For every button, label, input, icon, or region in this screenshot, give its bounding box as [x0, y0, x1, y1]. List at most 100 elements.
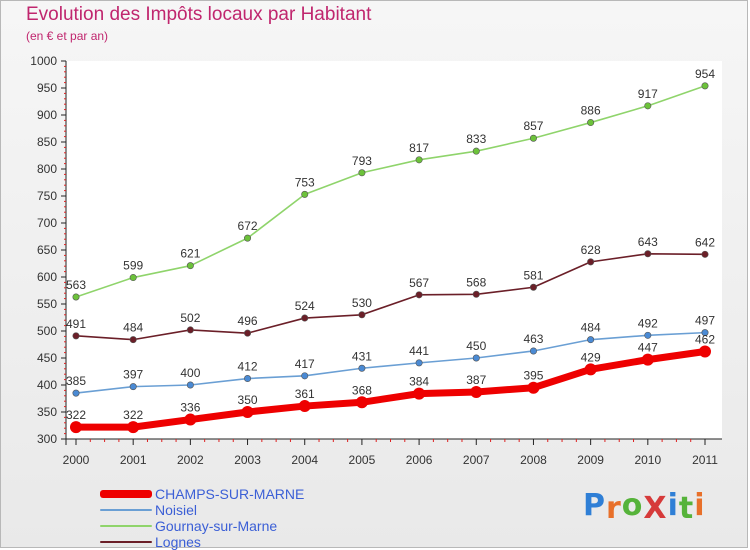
x-tick-label: 2007: [463, 453, 490, 467]
data-point: [472, 147, 480, 155]
logo-letter: i: [667, 488, 679, 523]
data-label: 484: [123, 321, 143, 335]
logo-letter: r: [606, 491, 622, 526]
data-label: 599: [123, 259, 143, 273]
y-tick-label: 600: [37, 270, 57, 284]
series-line: [75, 252, 706, 341]
data-point: [472, 290, 480, 298]
logo-letter: i: [694, 488, 706, 523]
data-point: [241, 406, 254, 418]
data-point: [355, 396, 368, 409]
data-label: 431: [352, 349, 372, 363]
data-point: [415, 291, 423, 299]
data-point: [301, 190, 309, 198]
legend-item: Gournay-sur-Marne: [100, 518, 304, 534]
data-label: 400: [180, 366, 200, 380]
data-label: 502: [180, 311, 200, 325]
data-label: 886: [581, 104, 601, 118]
data-point: [587, 258, 595, 266]
data-point: [184, 413, 197, 426]
data-point: [72, 389, 80, 397]
chart-title: Evolution des Impôts locaux par Habitant: [26, 4, 372, 25]
data-point: [701, 250, 709, 258]
data-label: 496: [238, 314, 258, 328]
data-label: 385: [66, 374, 86, 388]
legend-swatch: [100, 525, 152, 527]
data-label: 530: [352, 296, 372, 310]
data-point: [358, 311, 366, 319]
x-tick-label: 2002: [177, 453, 204, 467]
logo-letter: X: [643, 491, 668, 526]
legend-swatch: [100, 541, 152, 543]
data-label: 492: [638, 316, 658, 330]
series-line: [75, 331, 706, 394]
data-label: 350: [238, 393, 258, 407]
legend: CHAMPS-SUR-MARNE Noisiel Gournay-sur-Marne…: [100, 486, 304, 550]
legend-swatch: [100, 490, 152, 498]
data-label: 753: [295, 175, 315, 189]
data-point: [644, 331, 652, 339]
legend-item: Noisiel: [100, 502, 304, 518]
y-tick-label: 350: [37, 405, 57, 419]
data-point: [129, 336, 137, 344]
data-point: [529, 347, 537, 355]
data-label: 628: [581, 243, 601, 257]
y-tick-label: 800: [37, 162, 57, 176]
data-point: [701, 82, 709, 90]
series-line: [72, 348, 709, 431]
data-point: [298, 400, 311, 413]
data-label: 621: [180, 247, 200, 261]
data-point: [301, 314, 309, 322]
data-label: 368: [352, 383, 372, 397]
data-point: [129, 274, 137, 282]
y-tick-label: 450: [37, 351, 57, 365]
data-label: 524: [295, 299, 315, 313]
y-tick-label: 500: [37, 324, 57, 338]
legend-label: CHAMPS-SUR-MARNE: [155, 486, 305, 502]
legend-label: Gournay-sur-Marne: [155, 518, 278, 534]
x-tick-label: 2005: [349, 453, 376, 467]
x-tick-label: 2003: [234, 453, 261, 467]
legend-swatch: [100, 509, 152, 511]
y-tick-label: 900: [37, 108, 57, 122]
data-label: 642: [695, 235, 715, 249]
data-label: 322: [66, 408, 86, 422]
proxiti-logo: ProXiti: [583, 488, 706, 526]
chart-subtitle: (en € et par an): [26, 29, 109, 43]
data-label: 397: [123, 368, 143, 382]
x-tick-label: 2008: [520, 453, 547, 467]
data-label: 643: [638, 235, 658, 249]
data-point: [72, 332, 80, 340]
data-point: [358, 169, 366, 177]
data-label: 793: [352, 154, 372, 168]
data-label: 917: [638, 87, 658, 101]
x-tick-label: 2000: [63, 453, 90, 467]
data-label: 672: [238, 219, 258, 233]
data-label: 817: [409, 141, 429, 155]
x-tick-label: 2004: [291, 453, 318, 467]
data-point: [529, 134, 537, 142]
x-tick-label: 2010: [634, 453, 661, 467]
x-tick-label: 2009: [577, 453, 604, 467]
data-point: [529, 283, 537, 291]
data-label: 833: [466, 132, 486, 146]
data-point: [186, 381, 194, 389]
data-label: 563: [66, 278, 86, 292]
data-point: [244, 375, 252, 383]
data-label: 322: [123, 408, 143, 422]
data-point: [70, 421, 82, 434]
data-point: [129, 383, 137, 391]
y-tick-label: 550: [37, 297, 57, 311]
logo-letter: t: [678, 491, 695, 526]
data-label: 429: [581, 350, 601, 364]
data-point: [244, 234, 252, 242]
legend-item: Lognes: [100, 534, 304, 550]
line-chart: 300 350 400 450 500 550 600 650 700 750 800 850 900 9…: [30, 54, 722, 467]
data-point: [699, 345, 711, 358]
logo-letter: o: [621, 488, 644, 523]
data-point: [301, 372, 309, 380]
data-point: [358, 364, 366, 372]
data-point: [584, 363, 597, 376]
data-point: [413, 387, 426, 400]
data-label: 361: [295, 387, 315, 401]
